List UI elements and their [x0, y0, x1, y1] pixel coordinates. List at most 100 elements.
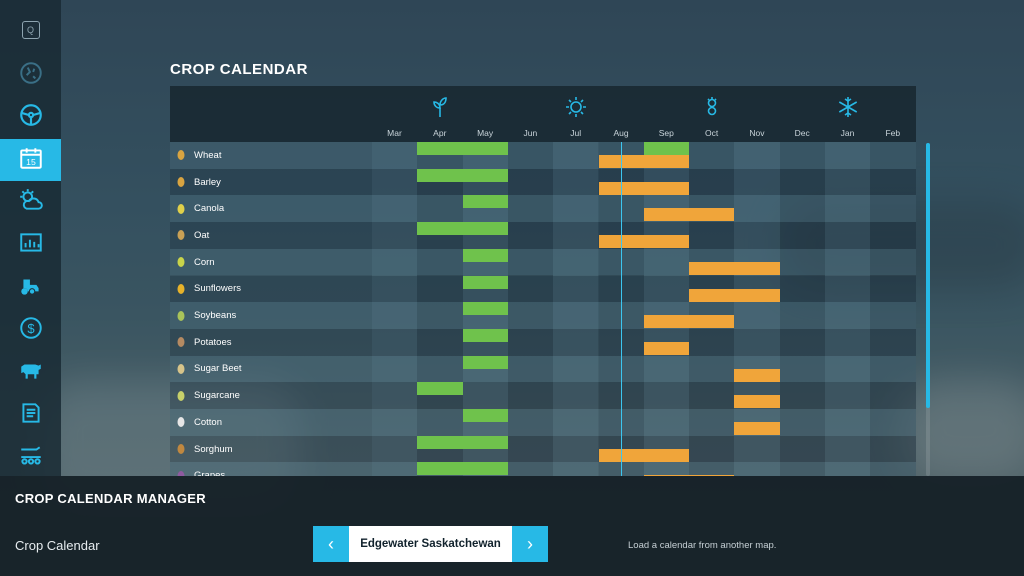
sidebar-item-calendar[interactable]: 15: [0, 139, 61, 181]
crop-row-sugarcane: Sugarcane: [170, 382, 916, 409]
crop-name: Sugar Beet: [174, 356, 364, 383]
crop-row-canola: Canola: [170, 195, 916, 223]
crop-row-soybeans: Soybeans: [170, 302, 916, 329]
scrollbar-thumb[interactable]: [926, 143, 930, 408]
sidebar-item-map[interactable]: [0, 54, 61, 96]
crop-row-sunflowers: Sunflowers: [170, 275, 916, 303]
harvest-period-bar: [734, 422, 780, 435]
planting-period-bar: [462, 355, 508, 369]
planting-period-bar: [462, 248, 508, 262]
wheat-icon: [174, 148, 188, 162]
harvest-period-bar: [598, 155, 690, 168]
sidebar-item-vehicles[interactable]: [0, 96, 61, 138]
month-label-jun: Jun: [523, 128, 538, 138]
sidebar-item-garage[interactable]: [0, 267, 61, 309]
month-column-dec: [779, 142, 825, 476]
planting-period-bar: [417, 462, 508, 476]
planting-period-bar: [417, 222, 508, 236]
crop-label: Sugarcane: [194, 390, 240, 402]
crop-name: Oat: [174, 222, 364, 249]
crop-row-cotton: Cotton: [170, 409, 916, 436]
sidebar-item-production[interactable]: [0, 437, 61, 479]
autumn-icon: [699, 94, 725, 120]
crop-row-sorghum: Sorghum: [170, 435, 916, 463]
month-label-nov: Nov: [749, 128, 765, 138]
current-date-marker: [621, 142, 623, 476]
sidebar-item-weather[interactable]: [0, 181, 61, 223]
planting-period-bar: [417, 168, 508, 182]
crop-calendar-manager: CROP CALENDAR MANAGER Crop Calendar ‹ Ed…: [0, 476, 1024, 576]
selected-map-value: Edgewater Saskatchewan: [349, 526, 512, 562]
crop-label: Sugar Beet: [194, 363, 242, 375]
planting-period-bar: [462, 328, 508, 342]
crop-row-potatoes: Potatoes: [170, 328, 916, 356]
planting-period-bar: [417, 382, 463, 396]
crop-row-sugar-beet: Sugar Beet: [170, 355, 916, 383]
harvest-period-bar: [598, 181, 690, 195]
month-label-aug: Aug: [613, 128, 629, 138]
crop-name: Barley: [174, 169, 364, 196]
planting-period-bar: [462, 302, 508, 316]
sidebar-item-contracts[interactable]: [0, 394, 61, 436]
barley-icon: [174, 175, 188, 189]
cotton-icon: [174, 415, 188, 429]
background-blur: [900, 380, 1024, 480]
map-icon: [18, 60, 44, 91]
planting-period-bar: [417, 142, 508, 155]
summer-icon: [563, 94, 589, 120]
crop-name: Wheat: [174, 142, 364, 169]
crop-row-corn: Corn: [170, 248, 916, 276]
crop-label: Sunflowers: [194, 283, 241, 295]
crop-name: Sorghum: [174, 436, 364, 463]
sidebar-item-animals[interactable]: [0, 352, 61, 394]
finance-icon: $: [18, 315, 44, 346]
crop-label: Cotton: [194, 416, 222, 428]
contracts-icon: [18, 400, 44, 431]
crop-label: Potatoes: [194, 336, 232, 348]
planting-period-bar: [417, 435, 508, 449]
crop-name: Soybeans: [174, 302, 364, 329]
statistics-icon: [18, 230, 44, 261]
crop-label: Oat: [194, 229, 210, 241]
soybeans-icon: [174, 309, 188, 323]
q-key-hint: Q: [0, 9, 61, 51]
crop-label: Canola: [194, 203, 225, 215]
crop-row-barley: Barley: [170, 168, 916, 196]
crop-row-wheat: Wheat: [170, 142, 916, 169]
svg-text:$: $: [27, 320, 35, 335]
sugar-beet-icon: [174, 362, 188, 376]
month-column-apr: [417, 142, 463, 476]
harvest-period-bar: [689, 288, 780, 302]
crop-label: Corn: [194, 256, 215, 268]
sidebar-item-statistics[interactable]: [0, 224, 61, 266]
calendar-scrollbar[interactable]: [926, 143, 930, 476]
month-column-oct: [689, 142, 735, 476]
oat-icon: [174, 228, 188, 242]
manager-title: CROP CALENDAR MANAGER: [15, 491, 206, 506]
planting-period-bar: [462, 275, 508, 289]
month-column-jun: [507, 142, 554, 476]
chevron-right-icon: ›: [527, 533, 533, 554]
previous-map-button[interactable]: ‹: [313, 526, 349, 562]
month-column-jan: [825, 142, 871, 476]
crop-calendar: Mar Apr May Jun Jul Aug Sep Oct Nov Dec Jan Feb Whe…: [170, 86, 916, 476]
manager-hint-text: Load a calendar from another map.: [628, 540, 777, 551]
harvest-period-bar: [734, 395, 780, 409]
month-label-dec: Dec: [794, 128, 810, 138]
crop-row-grapes: Grapes: [170, 462, 916, 476]
next-map-button[interactable]: ›: [512, 526, 548, 562]
spring-icon: [427, 94, 453, 120]
svg-text:15: 15: [26, 157, 36, 167]
sidebar-item-finance[interactable]: $: [0, 309, 61, 351]
crop-name: Corn: [174, 249, 364, 276]
planting-period-bar: [462, 409, 508, 422]
harvest-period-bar: [734, 368, 780, 382]
crop-name: Sunflowers: [174, 276, 364, 303]
planting-period-bar: [643, 142, 690, 155]
steering-wheel-icon: [18, 102, 44, 133]
tractor-icon: [18, 273, 44, 304]
month-label-mar: Mar: [387, 128, 402, 138]
month-label-oct: Oct: [704, 128, 719, 138]
sugarcane-icon: [174, 389, 188, 403]
winter-icon: [835, 94, 861, 120]
